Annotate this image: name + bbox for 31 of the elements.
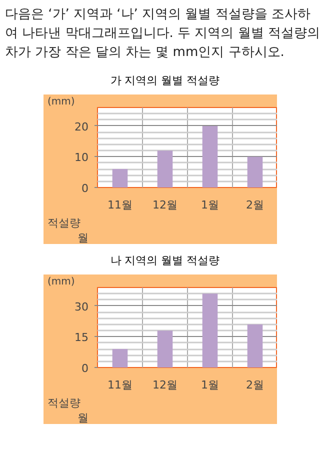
x-tick-label: 12월 <box>152 198 178 212</box>
y-axis-title: (mm) <box>48 96 75 108</box>
bar <box>202 294 218 368</box>
x-tick-label: 11월 <box>108 198 132 212</box>
y-axis-title: (mm) <box>48 276 75 288</box>
bar <box>202 126 218 188</box>
text: 적설량 <box>48 396 80 410</box>
y-tick-label: 0 <box>82 362 88 375</box>
y-tick-label: 0 <box>82 182 88 195</box>
bar <box>112 349 128 368</box>
x-tick-label: 1월 <box>201 378 219 392</box>
x-tick-label: 2월 <box>246 198 264 212</box>
bar <box>247 324 263 368</box>
y-tick-label: 10 <box>74 151 89 164</box>
bar <box>157 330 173 368</box>
x-tick-label: 2월 <box>246 378 264 392</box>
y-tick-label: 20 <box>74 120 89 134</box>
chart-title: 나 지역의 월별 적설량 <box>110 253 220 269</box>
x-axis-title: 월 <box>78 412 88 424</box>
y-tick-label: 30 <box>74 300 89 314</box>
bar <box>157 150 173 188</box>
chart-title: 가 지역의 월별 적설량 <box>110 73 220 89</box>
x-tick-label: 11월 <box>108 378 132 392</box>
text: 다음은 ‘가’ 지역과 ‘나’ 지역의 월별 적설량을 조사하여 나타낸 막대그래프입니다. 두 지역의 월별 적설량의 차가 가장 작은 달의 차는 몇 mm인지 구하시오. <box>5 6 320 62</box>
x-tick-label: 1월 <box>201 198 219 212</box>
y-tick-label: 15 <box>74 331 89 344</box>
x-tick-label: 12월 <box>152 378 178 392</box>
bar <box>247 156 263 188</box>
x-axis-title: 월 <box>78 232 88 244</box>
bar <box>112 169 128 188</box>
text: 적설량 <box>48 216 80 230</box>
